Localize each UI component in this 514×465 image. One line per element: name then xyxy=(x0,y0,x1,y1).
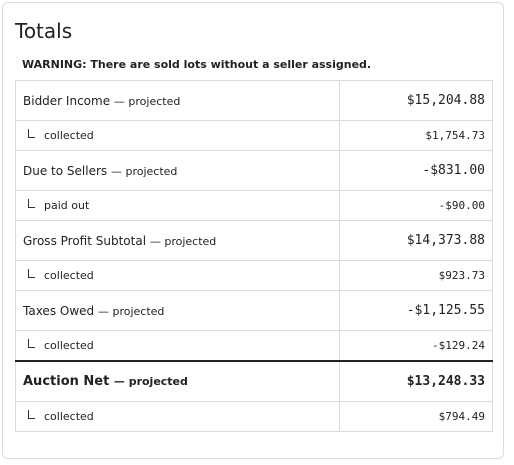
row-value: $14,373.88 xyxy=(339,220,493,261)
indent-icon xyxy=(28,410,35,419)
row-label-cell: Bidder Income — projected xyxy=(15,80,340,121)
row-value: $923.73 xyxy=(339,260,493,291)
row-label: collected xyxy=(44,269,94,282)
row-note: — projected xyxy=(149,234,217,248)
row-value: -$129.24 xyxy=(339,330,493,362)
row-label: collected xyxy=(44,410,94,423)
row-label: collected xyxy=(44,129,94,142)
row-label-cell: collected xyxy=(15,260,340,291)
row-note: — projected xyxy=(113,94,181,108)
row-label: collected xyxy=(44,339,94,352)
row-label-cell: Auction Net — projected xyxy=(15,360,340,402)
table-row: paid out -$90.00 xyxy=(15,190,493,221)
row-value: -$90.00 xyxy=(339,190,493,221)
table-row: collected $794.49 xyxy=(15,401,493,432)
row-label-cell: Taxes Owed — projected xyxy=(15,290,340,331)
warning: WARNING: There are sold lots without a s… xyxy=(22,58,372,71)
indent-icon xyxy=(28,129,35,138)
totals-card: Totals WARNING: There are sold lots with… xyxy=(2,2,504,459)
row-label: Taxes Owed xyxy=(23,303,95,318)
indent-icon xyxy=(28,339,35,348)
table-row: collected -$129.24 xyxy=(15,330,493,362)
row-label-cell: Gross Profit Subtotal — projected xyxy=(15,220,340,261)
row-value: -$1,125.55 xyxy=(339,290,493,331)
row-label: Gross Profit Subtotal xyxy=(23,233,147,248)
row-label: Auction Net xyxy=(23,374,110,389)
table-row: Bidder Income — projected $15,204.88 xyxy=(15,80,493,121)
row-label-cell: collected xyxy=(15,401,340,432)
row-label-cell: Due to Sellers — projected xyxy=(15,150,340,191)
indent-icon xyxy=(28,199,35,208)
indent-icon xyxy=(28,269,35,278)
row-note: — projected xyxy=(110,164,178,178)
card-title: Totals xyxy=(15,19,73,43)
row-note: — projected xyxy=(97,304,165,318)
table-row: Due to Sellers — projected -$831.00 xyxy=(15,150,493,191)
row-label-cell: collected xyxy=(15,120,340,151)
row-value: $15,204.88 xyxy=(339,80,493,121)
table-row: collected $1,754.73 xyxy=(15,120,493,151)
row-value: $13,248.33 xyxy=(339,360,493,402)
row-value: $1,754.73 xyxy=(339,120,493,151)
row-label: paid out xyxy=(44,199,90,212)
table-row: Gross Profit Subtotal — projected $14,373… xyxy=(15,220,493,261)
row-label: Bidder Income xyxy=(23,93,111,108)
row-value: -$831.00 xyxy=(339,150,493,191)
row-label-cell: collected xyxy=(15,330,340,362)
table-row: collected $923.73 xyxy=(15,260,493,291)
table-row: Taxes Owed — projected -$1,125.55 xyxy=(15,290,493,331)
row-label: Due to Sellers xyxy=(23,163,108,178)
table-row: Auction Net — projected $13,248.33 xyxy=(15,360,493,402)
row-note: — projected xyxy=(113,375,188,388)
row-label-cell: paid out xyxy=(15,190,340,221)
row-value: $794.49 xyxy=(339,401,493,432)
totals-table: Bidder Income — projected $15,204.88 colle… xyxy=(15,80,493,432)
